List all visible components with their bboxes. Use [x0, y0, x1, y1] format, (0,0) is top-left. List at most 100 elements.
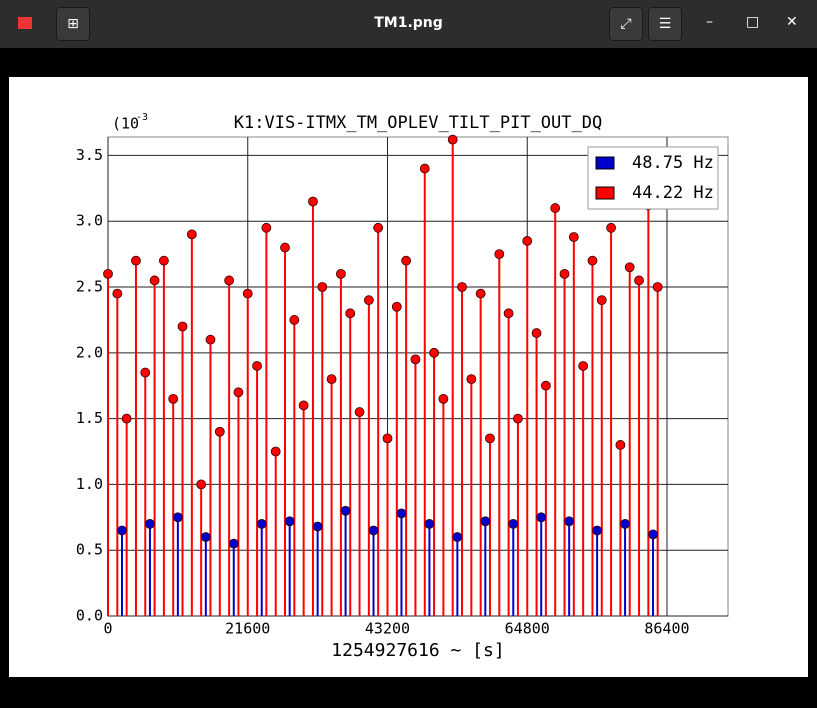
marker [117, 525, 127, 536]
offset-text: (10 [112, 115, 139, 133]
x-tick-label: 0 [103, 620, 112, 638]
marker [340, 505, 351, 516]
marker [475, 288, 486, 299]
marker [652, 282, 663, 292]
marker [606, 222, 616, 233]
marker [103, 268, 113, 279]
marker [508, 518, 519, 529]
marker [578, 361, 589, 371]
marker [121, 413, 132, 424]
marker [596, 295, 607, 306]
fullscreen-button[interactable]: ⤢ [609, 7, 643, 41]
marker [513, 413, 523, 424]
app-icon [9, 7, 41, 39]
marker [205, 334, 216, 345]
marker [419, 163, 430, 174]
marker [457, 282, 467, 292]
marker [280, 242, 290, 253]
y-tick-label: 1.5 [76, 409, 103, 427]
offset-exponent: -3 [136, 112, 148, 123]
marker [438, 393, 449, 404]
marker [382, 433, 393, 444]
marker [503, 308, 514, 319]
marker [196, 479, 207, 490]
marker [540, 380, 551, 391]
marker [233, 387, 244, 398]
marker [298, 400, 309, 411]
x-tick-label: 21600 [225, 620, 270, 638]
marker [284, 516, 295, 527]
marker [368, 525, 379, 536]
marker [634, 275, 644, 286]
y-tick-label: 2.5 [76, 278, 103, 296]
y-tick-label: 1.0 [76, 475, 103, 493]
marker [200, 532, 211, 542]
marker [429, 347, 439, 358]
marker [149, 275, 160, 286]
marker [485, 433, 495, 444]
marker [648, 529, 658, 540]
marker [447, 134, 458, 145]
image-view: K1:VIS-ITMX_TM_OPLEV_TILT_PIT_OUT_DQ (10… [9, 77, 808, 677]
marker [345, 308, 356, 319]
marker [131, 255, 141, 266]
marker [228, 538, 239, 549]
marker [256, 518, 267, 529]
marker [172, 512, 183, 523]
marker [177, 321, 188, 332]
x-tick-label: 43200 [365, 620, 410, 638]
marker [336, 268, 346, 279]
marker [308, 196, 318, 207]
marker [466, 374, 477, 385]
chart-title: K1:VIS-ITMX_TM_OPLEV_TILT_PIT_OUT_DQ [234, 113, 602, 133]
legend-swatch [595, 186, 615, 200]
menu-button[interactable]: ☰ [648, 7, 682, 41]
marker [252, 361, 262, 371]
close-button[interactable]: ✕ [786, 14, 798, 30]
marker [326, 374, 337, 385]
marker [587, 255, 598, 266]
marker [410, 354, 421, 365]
legend-label: 48.75 Hz [632, 153, 714, 173]
y-tick-label: 3.5 [76, 146, 103, 164]
y-tick-label: 0.5 [76, 541, 103, 559]
new-button[interactable]: ⊞ [56, 7, 90, 41]
legend-label: 44.22 Hz [632, 183, 714, 203]
minimize-button[interactable]: – [706, 14, 713, 30]
y-tick-label: 3.0 [76, 212, 103, 230]
marker [564, 516, 575, 527]
marker [401, 255, 412, 266]
maximize-button[interactable]: □ [746, 14, 760, 30]
marker [112, 288, 123, 299]
marker [317, 282, 328, 292]
marker [145, 518, 155, 529]
title-bar: ⊞ TM1.png ⤢ ☰ – □ ✕ [0, 0, 817, 48]
marker [354, 407, 365, 417]
marker [424, 518, 435, 529]
marker [242, 288, 253, 299]
marker [186, 229, 197, 240]
marker [391, 301, 402, 312]
marker [158, 255, 169, 266]
x-tick-label: 64800 [505, 620, 550, 638]
marker [531, 328, 542, 338]
y-tick-label: 0.0 [76, 607, 103, 625]
marker [550, 203, 561, 213]
marker [312, 521, 323, 532]
x-tick-label: 86400 [644, 620, 689, 638]
marker [224, 275, 235, 286]
legend-swatch [595, 156, 615, 170]
marker [363, 295, 374, 306]
marker [168, 393, 179, 404]
marker [289, 315, 300, 325]
marker [568, 232, 579, 242]
y-tick-label: 2.0 [76, 343, 103, 361]
marker [536, 512, 547, 523]
marker [559, 268, 570, 279]
x-axis-label: 1254927616 ~ [s] [331, 640, 504, 661]
marker [592, 525, 603, 536]
marker [396, 508, 407, 519]
marker [140, 367, 151, 378]
marker [373, 222, 384, 233]
